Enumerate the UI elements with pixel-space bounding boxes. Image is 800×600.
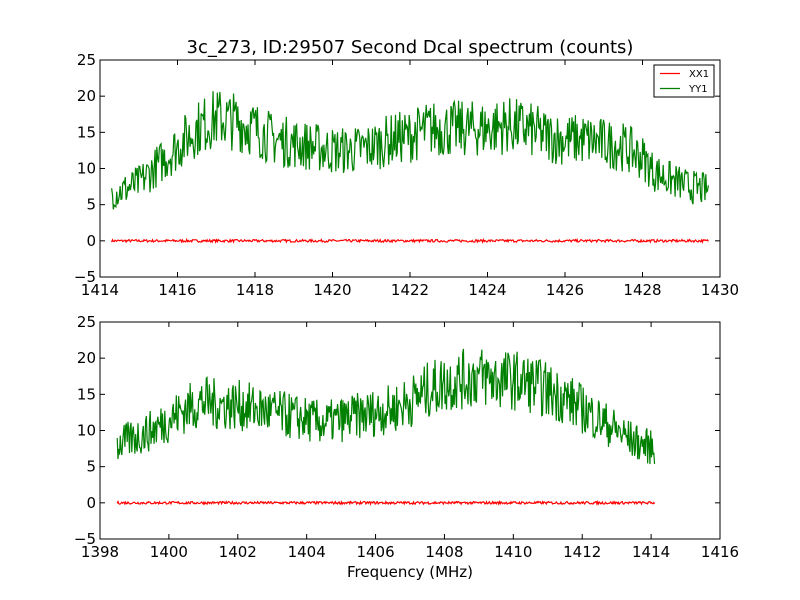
bottom-panel: 1398 1400 1402 1404 1406 1408 1410 1412 1414 1416… bbox=[74, 313, 739, 561]
top-x-tick-label: 1430 bbox=[701, 281, 739, 299]
top-x-tick-label: 1414 bbox=[81, 281, 119, 299]
top-y-tick-label: 10 bbox=[77, 160, 96, 178]
top-y-tick-label: 0 bbox=[86, 232, 96, 250]
legend: XX1 YY1 bbox=[653, 64, 715, 98]
bottom-x-tick-label: 1410 bbox=[494, 543, 532, 561]
top-panel: 1414 1416 1418 1420 1422 1424 1426 1428 1430 −5 0 5… bbox=[74, 51, 739, 299]
bottom-x-tick-label: 1402 bbox=[219, 543, 257, 561]
legend-label-yy1: YY1 bbox=[688, 84, 708, 95]
bottom-y-tick-label: 15 bbox=[77, 385, 96, 403]
bottom-y-tick-label: 25 bbox=[77, 313, 96, 331]
figure-title: 3c_273, ID:29507 Second Dcal spectrum (c… bbox=[187, 37, 634, 58]
bottom-y-tick-label: −5 bbox=[74, 530, 96, 548]
top-yy1-series-line bbox=[111, 91, 709, 210]
top-x-tick-label: 1416 bbox=[158, 281, 196, 299]
bottom-plot-area: 1398 1400 1402 1404 1406 1408 1410 1412 1414 1416… bbox=[74, 313, 739, 561]
bottom-y-tick-label: 5 bbox=[86, 458, 96, 476]
bottom-x-tick-label: 1398 bbox=[81, 543, 119, 561]
top-y-tick-label: −5 bbox=[74, 268, 96, 286]
bottom-x-tick-label: 1400 bbox=[150, 543, 188, 561]
top-x-tick-label: 1420 bbox=[313, 281, 351, 299]
bottom-y-tick-label: 20 bbox=[77, 349, 96, 367]
top-x-tick-label: 1424 bbox=[468, 281, 506, 299]
top-y-tick-label: 15 bbox=[77, 123, 96, 141]
top-x-tick-label: 1422 bbox=[391, 281, 429, 299]
legend-box bbox=[653, 64, 715, 98]
bottom-axes-frame bbox=[99, 321, 721, 540]
bottom-y-tick-label: 10 bbox=[77, 422, 96, 440]
bottom-x-tick-label: 1416 bbox=[701, 543, 739, 561]
bottom-x-tick-label: 1408 bbox=[425, 543, 463, 561]
bottom-x-tick-label: 1414 bbox=[632, 543, 670, 561]
top-y-tick-label: 20 bbox=[77, 87, 96, 105]
x-axis-label: Frequency (MHz) bbox=[347, 563, 473, 581]
top-xx1-series-line bbox=[111, 237, 709, 244]
top-x-tick-label: 1426 bbox=[546, 281, 584, 299]
bottom-x-tick-label: 1406 bbox=[356, 543, 394, 561]
top-axes-frame bbox=[99, 59, 721, 278]
top-y-tick-label: 25 bbox=[77, 51, 96, 69]
top-x-tick-label: 1418 bbox=[236, 281, 274, 299]
bottom-red-series-line bbox=[116, 499, 656, 507]
bottom-x-tick-label: 1412 bbox=[563, 543, 601, 561]
top-y-tick-label: 5 bbox=[86, 196, 96, 214]
top-x-tick-label: 1428 bbox=[623, 281, 661, 299]
bottom-green-series-line bbox=[116, 348, 656, 465]
legend-label-xx1: XX1 bbox=[689, 69, 709, 80]
bottom-x-tick-label: 1404 bbox=[288, 543, 326, 561]
bottom-y-tick-label: 0 bbox=[86, 494, 96, 512]
top-plot-area: 1414 1416 1418 1420 1422 1424 1426 1428 1430 −5 0 5… bbox=[74, 51, 739, 299]
